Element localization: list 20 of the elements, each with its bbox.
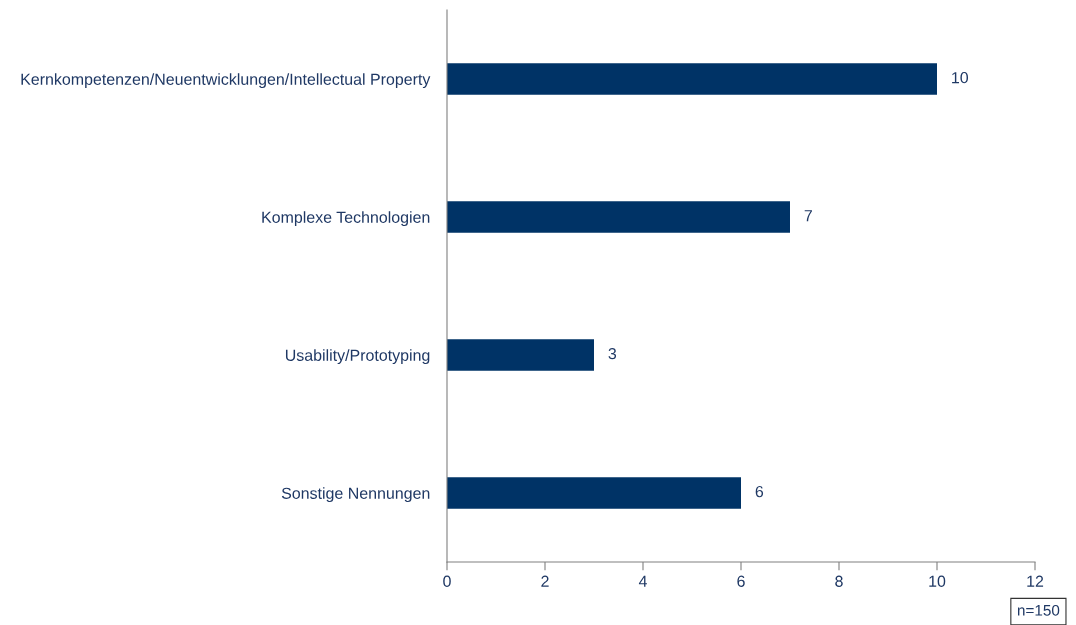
x-tick-label: 10 xyxy=(929,575,946,587)
text: n=150 xyxy=(1017,604,1060,616)
x-tick-label: 6 xyxy=(737,575,745,587)
bar xyxy=(447,63,937,95)
data-label: 6 xyxy=(755,485,764,498)
y-tick-label: Sonstige Nennungen xyxy=(281,487,430,503)
x-tick-label: 0 xyxy=(443,575,451,587)
data-label: 10 xyxy=(952,71,969,84)
bar xyxy=(447,201,790,233)
x-tick-label: 2 xyxy=(541,575,549,587)
data-label: 7 xyxy=(804,210,812,222)
bar xyxy=(447,477,741,509)
y-tick-label: Komplexe Technologien xyxy=(262,211,430,227)
data-label: 3 xyxy=(608,347,617,360)
x-tick-label: 12 xyxy=(1027,575,1044,587)
y-tick-label: Usability/Prototyping xyxy=(285,349,430,365)
y-tick-label: Kernkompetenzen/Neuentwicklungen/Intellectual Property xyxy=(21,73,431,89)
x-tick-label: 4 xyxy=(638,575,647,587)
x-tick-label: 8 xyxy=(835,575,843,587)
bar xyxy=(447,339,594,371)
